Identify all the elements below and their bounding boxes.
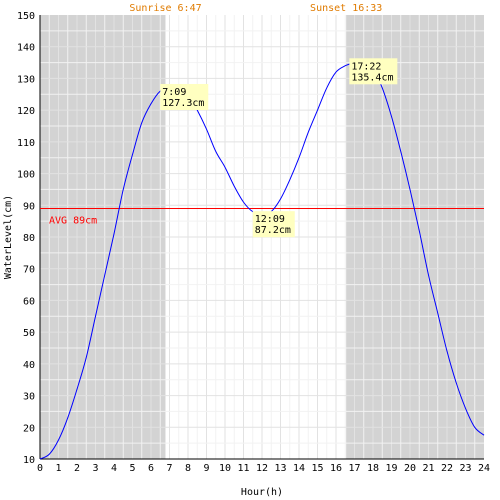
y-tick-label: 90 xyxy=(23,201,35,212)
x-tick-label: 15 xyxy=(311,463,323,474)
x-axis-label: Hour(h) xyxy=(241,487,283,498)
y-tick-label: 40 xyxy=(23,360,35,371)
x-tick-label: 11 xyxy=(237,463,249,474)
x-tick-label: 3 xyxy=(92,463,98,474)
annotation-box xyxy=(160,83,209,110)
x-tick-label: 14 xyxy=(293,463,305,474)
x-tick-label: 16 xyxy=(330,463,342,474)
x-tick-label: 13 xyxy=(274,463,286,474)
x-tick-label: 10 xyxy=(219,463,231,474)
annotation-time: 12:09 xyxy=(255,214,285,225)
x-tick-label: 6 xyxy=(148,463,154,474)
annotation-value: 87.2cm xyxy=(255,225,291,236)
x-tick-label: 12 xyxy=(256,463,268,474)
y-axis-label: WaterLevel(cm) xyxy=(3,195,14,279)
y-tick-label: 120 xyxy=(17,106,35,117)
sunset-label: Sunset 16:33 xyxy=(310,3,382,14)
y-tick-label: 80 xyxy=(23,233,35,244)
annotation-box xyxy=(349,58,398,85)
x-tick-label: 24 xyxy=(478,463,490,474)
y-tick-label: 30 xyxy=(23,392,35,403)
annotation-value: 127.3cm xyxy=(162,98,204,109)
x-tick-label: 18 xyxy=(367,463,379,474)
y-tick-label: 60 xyxy=(23,296,35,307)
x-tick-label: 2 xyxy=(74,463,80,474)
y-tick-label: 70 xyxy=(23,265,35,276)
x-tick-label: 17 xyxy=(348,463,360,474)
sunrise-label: Sunrise 6:47 xyxy=(129,3,201,14)
annotation-time: 7:09 xyxy=(162,87,186,98)
y-tick-label: 130 xyxy=(17,74,35,85)
x-tick-label: 1 xyxy=(55,463,61,474)
x-tick-label: 22 xyxy=(441,463,453,474)
x-tick-label: 19 xyxy=(385,463,397,474)
annotation-box xyxy=(252,211,295,238)
y-tick-label: 110 xyxy=(17,138,35,149)
x-tick-label: 4 xyxy=(111,463,117,474)
y-tick-label: 100 xyxy=(17,170,35,181)
x-tick-label: 8 xyxy=(185,463,191,474)
average-label: AVG 89cm xyxy=(49,215,97,226)
annotation-time: 17:22 xyxy=(351,61,381,72)
y-tick-label: 20 xyxy=(23,423,35,434)
annotation-value: 135.4cm xyxy=(351,72,393,83)
y-tick-label: 10 xyxy=(23,455,35,466)
x-tick-label: 9 xyxy=(203,463,209,474)
x-tick-label: 7 xyxy=(166,463,172,474)
y-tick-label: 150 xyxy=(17,11,35,22)
x-tick-label: 21 xyxy=(422,463,434,474)
x-tick-label: 5 xyxy=(129,463,135,474)
y-tick-label: 50 xyxy=(23,328,35,339)
x-tick-label: 20 xyxy=(404,463,416,474)
x-tick-label: 23 xyxy=(459,463,471,474)
x-tick-label: 0 xyxy=(37,463,43,474)
y-tick-label: 140 xyxy=(17,43,35,54)
